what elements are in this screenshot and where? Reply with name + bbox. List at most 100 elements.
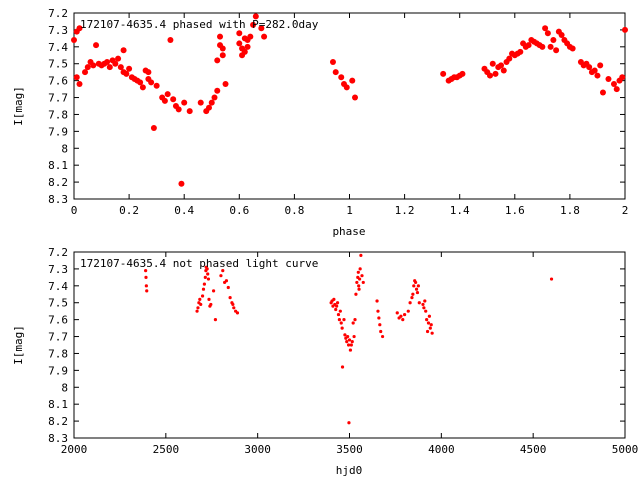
- unphased-data-point: [354, 292, 358, 296]
- unphased-data-point: [357, 287, 361, 291]
- unphased-data-point: [195, 309, 199, 313]
- phased-data-point: [498, 62, 505, 69]
- unphased-data-point: [380, 334, 385, 339]
- phased-data-point: [539, 43, 546, 50]
- phased-data-point: [250, 21, 257, 28]
- unphased-data-point: [335, 304, 339, 308]
- unphased-data-point: [425, 329, 430, 334]
- unphased-data-point: [406, 309, 410, 313]
- unphased-data-point: [429, 323, 433, 327]
- unphased-data-point: [339, 321, 343, 325]
- unphased-data-point: [425, 318, 429, 322]
- unphased-data-point: [424, 309, 428, 313]
- unphased-x-tick-label: 5000: [612, 443, 639, 456]
- phased-data-point: [104, 59, 111, 66]
- unphased-data-point: [350, 340, 354, 344]
- unphased-data-point: [379, 329, 383, 334]
- unphased-y-tick-label: 7.7: [48, 331, 68, 344]
- phased-data-point: [73, 74, 80, 81]
- unphased-data-point: [228, 296, 232, 300]
- unphased-data-point: [422, 306, 426, 310]
- phased-data-point: [208, 99, 215, 106]
- phased-data-point: [219, 52, 226, 59]
- unphased-data-point: [144, 284, 148, 288]
- phased-y-tick-label: 7.3: [48, 24, 68, 37]
- unphased-data-point: [343, 333, 347, 337]
- phased-data-point: [261, 33, 268, 40]
- phased-data-point: [167, 37, 174, 44]
- phased-y-tick-label: 7.8: [48, 108, 68, 121]
- phased-data-point: [236, 30, 243, 37]
- unphased-data-point: [202, 282, 207, 286]
- phased-data-point: [329, 59, 336, 66]
- phased-data-point: [610, 81, 617, 88]
- phased-data-point: [459, 70, 466, 77]
- unphased-data-point: [378, 323, 382, 327]
- phased-data-point: [214, 57, 221, 64]
- unphased-data-point: [414, 280, 418, 285]
- unphased-x-tick-label: 2000: [61, 443, 88, 456]
- phased-y-tick-label: 7.4: [48, 41, 68, 54]
- phased-y-tick-label: 7.2: [48, 7, 68, 20]
- phased-y-tick-label: 8.3: [48, 193, 68, 206]
- unphased-data-point: [421, 302, 425, 307]
- phased-data-point: [605, 75, 612, 82]
- unphased-y-tick-label: 7.6: [48, 314, 68, 327]
- phased-data-point: [82, 69, 89, 76]
- unphased-data-point: [361, 280, 365, 285]
- phased-x-tick-label: 1: [346, 204, 353, 217]
- phased-data-point: [150, 124, 157, 131]
- phased-data-point: [597, 62, 604, 69]
- unphased-data-point: [395, 311, 399, 315]
- unphased-data-point: [348, 348, 353, 352]
- unphased-data-point: [430, 331, 434, 335]
- phased-data-point: [217, 33, 224, 40]
- unphased-data-point: [357, 284, 361, 288]
- phased-data-point: [84, 64, 91, 71]
- phased-y-tick-label: 8.2: [48, 176, 68, 189]
- phased-data-point: [550, 37, 557, 44]
- unphased-data-point: [358, 267, 362, 271]
- phased-data-point: [613, 86, 620, 93]
- phased-data-point: [542, 25, 549, 32]
- unphased-data-point: [352, 334, 356, 339]
- unphased-x-label: hjd0: [336, 464, 363, 477]
- unphased-data-point: [200, 294, 205, 298]
- phased-data-point: [591, 67, 598, 74]
- phased-y-tick-label: 8: [61, 142, 68, 155]
- phased-data-point: [222, 81, 229, 88]
- phased-data-point: [211, 94, 218, 101]
- phased-y-tick-label: 7.5: [48, 58, 68, 71]
- unphased-data-point: [351, 321, 355, 325]
- unphased-data-point: [414, 287, 419, 291]
- unphased-data-point: [346, 343, 351, 347]
- phased-data-point: [178, 180, 185, 187]
- unphased-data-point: [144, 275, 148, 279]
- phased-data-point: [244, 43, 251, 50]
- phased-data-point: [343, 84, 350, 91]
- unphased-y-tick-label: 7.4: [48, 280, 68, 293]
- phased-data-point: [525, 42, 532, 49]
- phased-data-point: [139, 84, 146, 91]
- phased-x-label: phase: [332, 225, 365, 238]
- unphased-data-point: [144, 269, 148, 273]
- phased-x-tick-label: 1.6: [505, 204, 525, 217]
- unphased-data-point: [232, 306, 236, 310]
- unphased-data-point: [338, 309, 342, 313]
- phased-data-point: [181, 99, 188, 106]
- phased-data-point: [164, 91, 171, 98]
- unphased-data-point: [428, 326, 432, 330]
- phased-data-point: [241, 48, 248, 55]
- unphased-data-point: [346, 334, 350, 339]
- phased-data-point: [123, 70, 130, 77]
- unphased-data-point: [427, 314, 431, 318]
- unphased-data-point: [201, 287, 206, 291]
- unphased-y-tick-label: 8.3: [48, 432, 68, 445]
- unphased-data-point: [360, 274, 364, 278]
- unphased-data-point: [401, 318, 405, 322]
- phased-x-tick-label: 0: [71, 204, 78, 217]
- phased-x-tick-label: 1.8: [560, 204, 580, 217]
- phased-data-point: [487, 72, 494, 79]
- unphased-data-point: [221, 269, 225, 273]
